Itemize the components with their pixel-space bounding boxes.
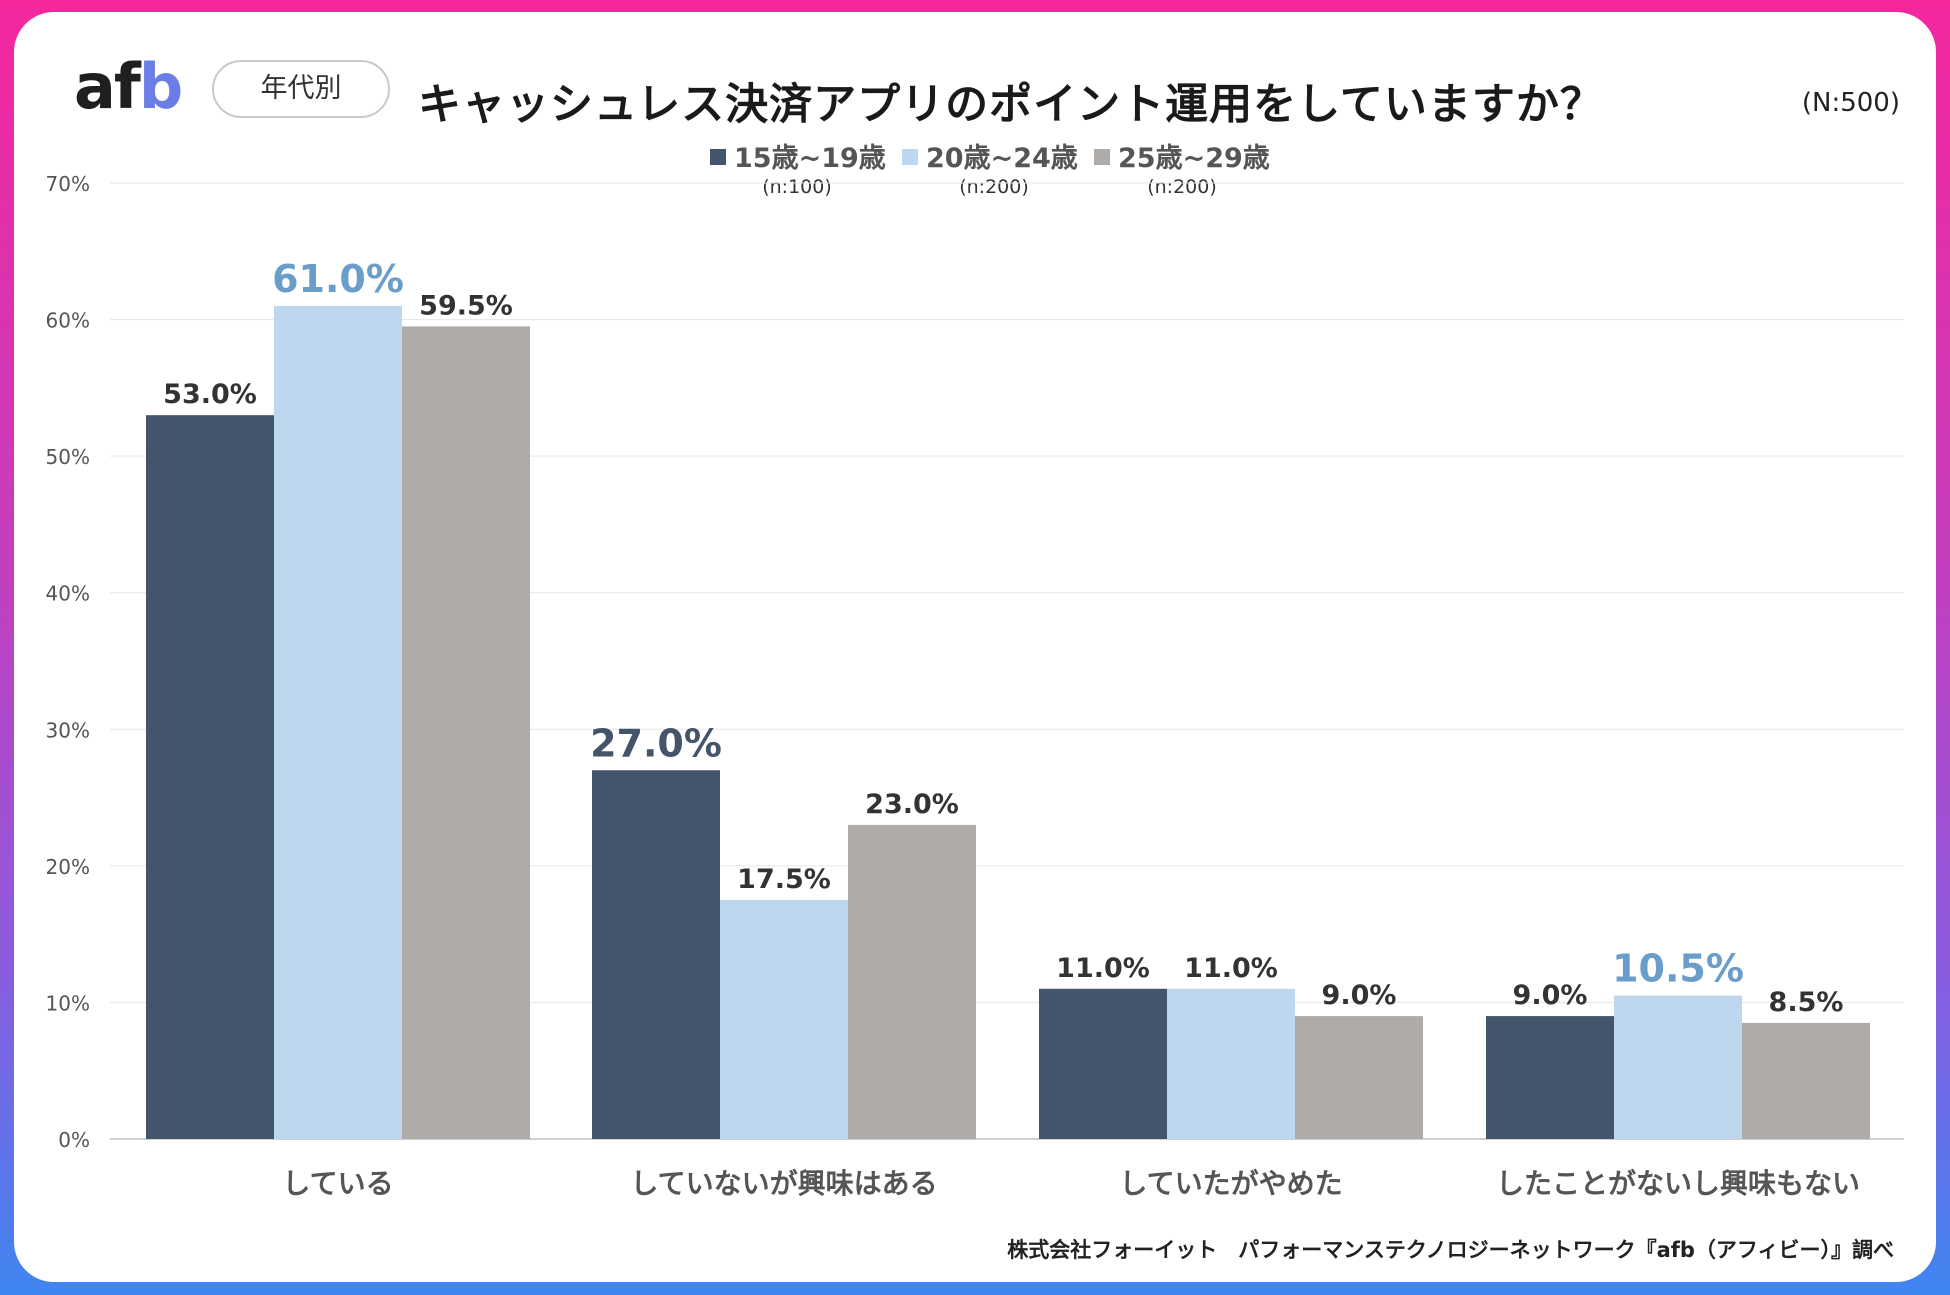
data-label: 59.5% — [419, 290, 513, 321]
bar — [1039, 988, 1167, 1139]
bar-chart: 0% 10% 20% 30% 40% 50% 60% 70% 53.0% 61.0% 59.5% して… — [46, 172, 1904, 1200]
category-label: したことがないし興味もない — [1496, 1167, 1860, 1200]
legend-n-20-24: (n:200) — [959, 176, 1029, 198]
legend-swatch — [902, 149, 918, 165]
bar — [1167, 988, 1295, 1139]
data-label: 11.0% — [1184, 953, 1278, 984]
bar — [592, 770, 720, 1139]
legend-n-25-29: (n:200) — [1147, 176, 1217, 198]
legend-item-20-24: 20歳~24歳 — [902, 136, 1078, 175]
bar — [720, 900, 848, 1139]
category-label: していないが興味はある — [630, 1167, 937, 1200]
legend-item-25-29: 25歳~29歳 — [1094, 136, 1270, 175]
chart-card: afb 年代別 キャッシュレス決済アプリのポイント運用をしていますか？ (N:5… — [14, 12, 1936, 1282]
legend-swatch — [710, 149, 726, 165]
y-tick-label: 60% — [46, 309, 90, 333]
y-tick-label: 70% — [46, 172, 90, 196]
data-label: 53.0% — [163, 379, 257, 410]
data-label: 9.0% — [1322, 980, 1397, 1011]
segment-badge: 年代別 — [212, 60, 390, 118]
category-label: していたがやめた — [1119, 1167, 1342, 1200]
data-label: 8.5% — [1769, 987, 1844, 1018]
y-tick-label: 40% — [46, 582, 90, 606]
source-credit: 株式会社フォーイット パフォーマンステクノロジーネットワーク『afb（アフィビー… — [1007, 1238, 1894, 1262]
legend-n-15-19: (n:100) — [762, 176, 832, 198]
data-label: 9.0% — [1513, 980, 1588, 1011]
legend-item-15-19: 15歳~19歳 — [710, 136, 886, 175]
bar — [1614, 995, 1742, 1139]
data-label: 10.5% — [1612, 947, 1744, 991]
bar — [274, 305, 402, 1139]
afb-logo: afb — [74, 50, 183, 123]
total-sample-size: (N:500) — [1801, 88, 1900, 118]
data-label: 11.0% — [1056, 953, 1150, 984]
bar — [1742, 1022, 1870, 1139]
bar — [402, 326, 530, 1139]
y-tick-label: 50% — [46, 445, 90, 469]
data-label: 23.0% — [865, 789, 959, 820]
bar — [1486, 1016, 1614, 1139]
legend-swatch — [1094, 149, 1110, 165]
y-tick-label: 20% — [46, 855, 90, 879]
category-label: している — [282, 1167, 393, 1200]
y-tick-label: 30% — [46, 718, 90, 742]
data-label: 17.5% — [737, 864, 831, 895]
y-tick-label: 0% — [58, 1128, 90, 1152]
data-label: 61.0% — [272, 257, 404, 301]
y-tick-label: 10% — [46, 991, 90, 1015]
bar — [1295, 1016, 1423, 1139]
bar — [848, 824, 976, 1139]
bar — [146, 415, 274, 1140]
data-label: 27.0% — [590, 721, 722, 765]
chart-title: キャッシュレス決済アプリのポイント運用をしていますか？ — [418, 80, 1604, 130]
